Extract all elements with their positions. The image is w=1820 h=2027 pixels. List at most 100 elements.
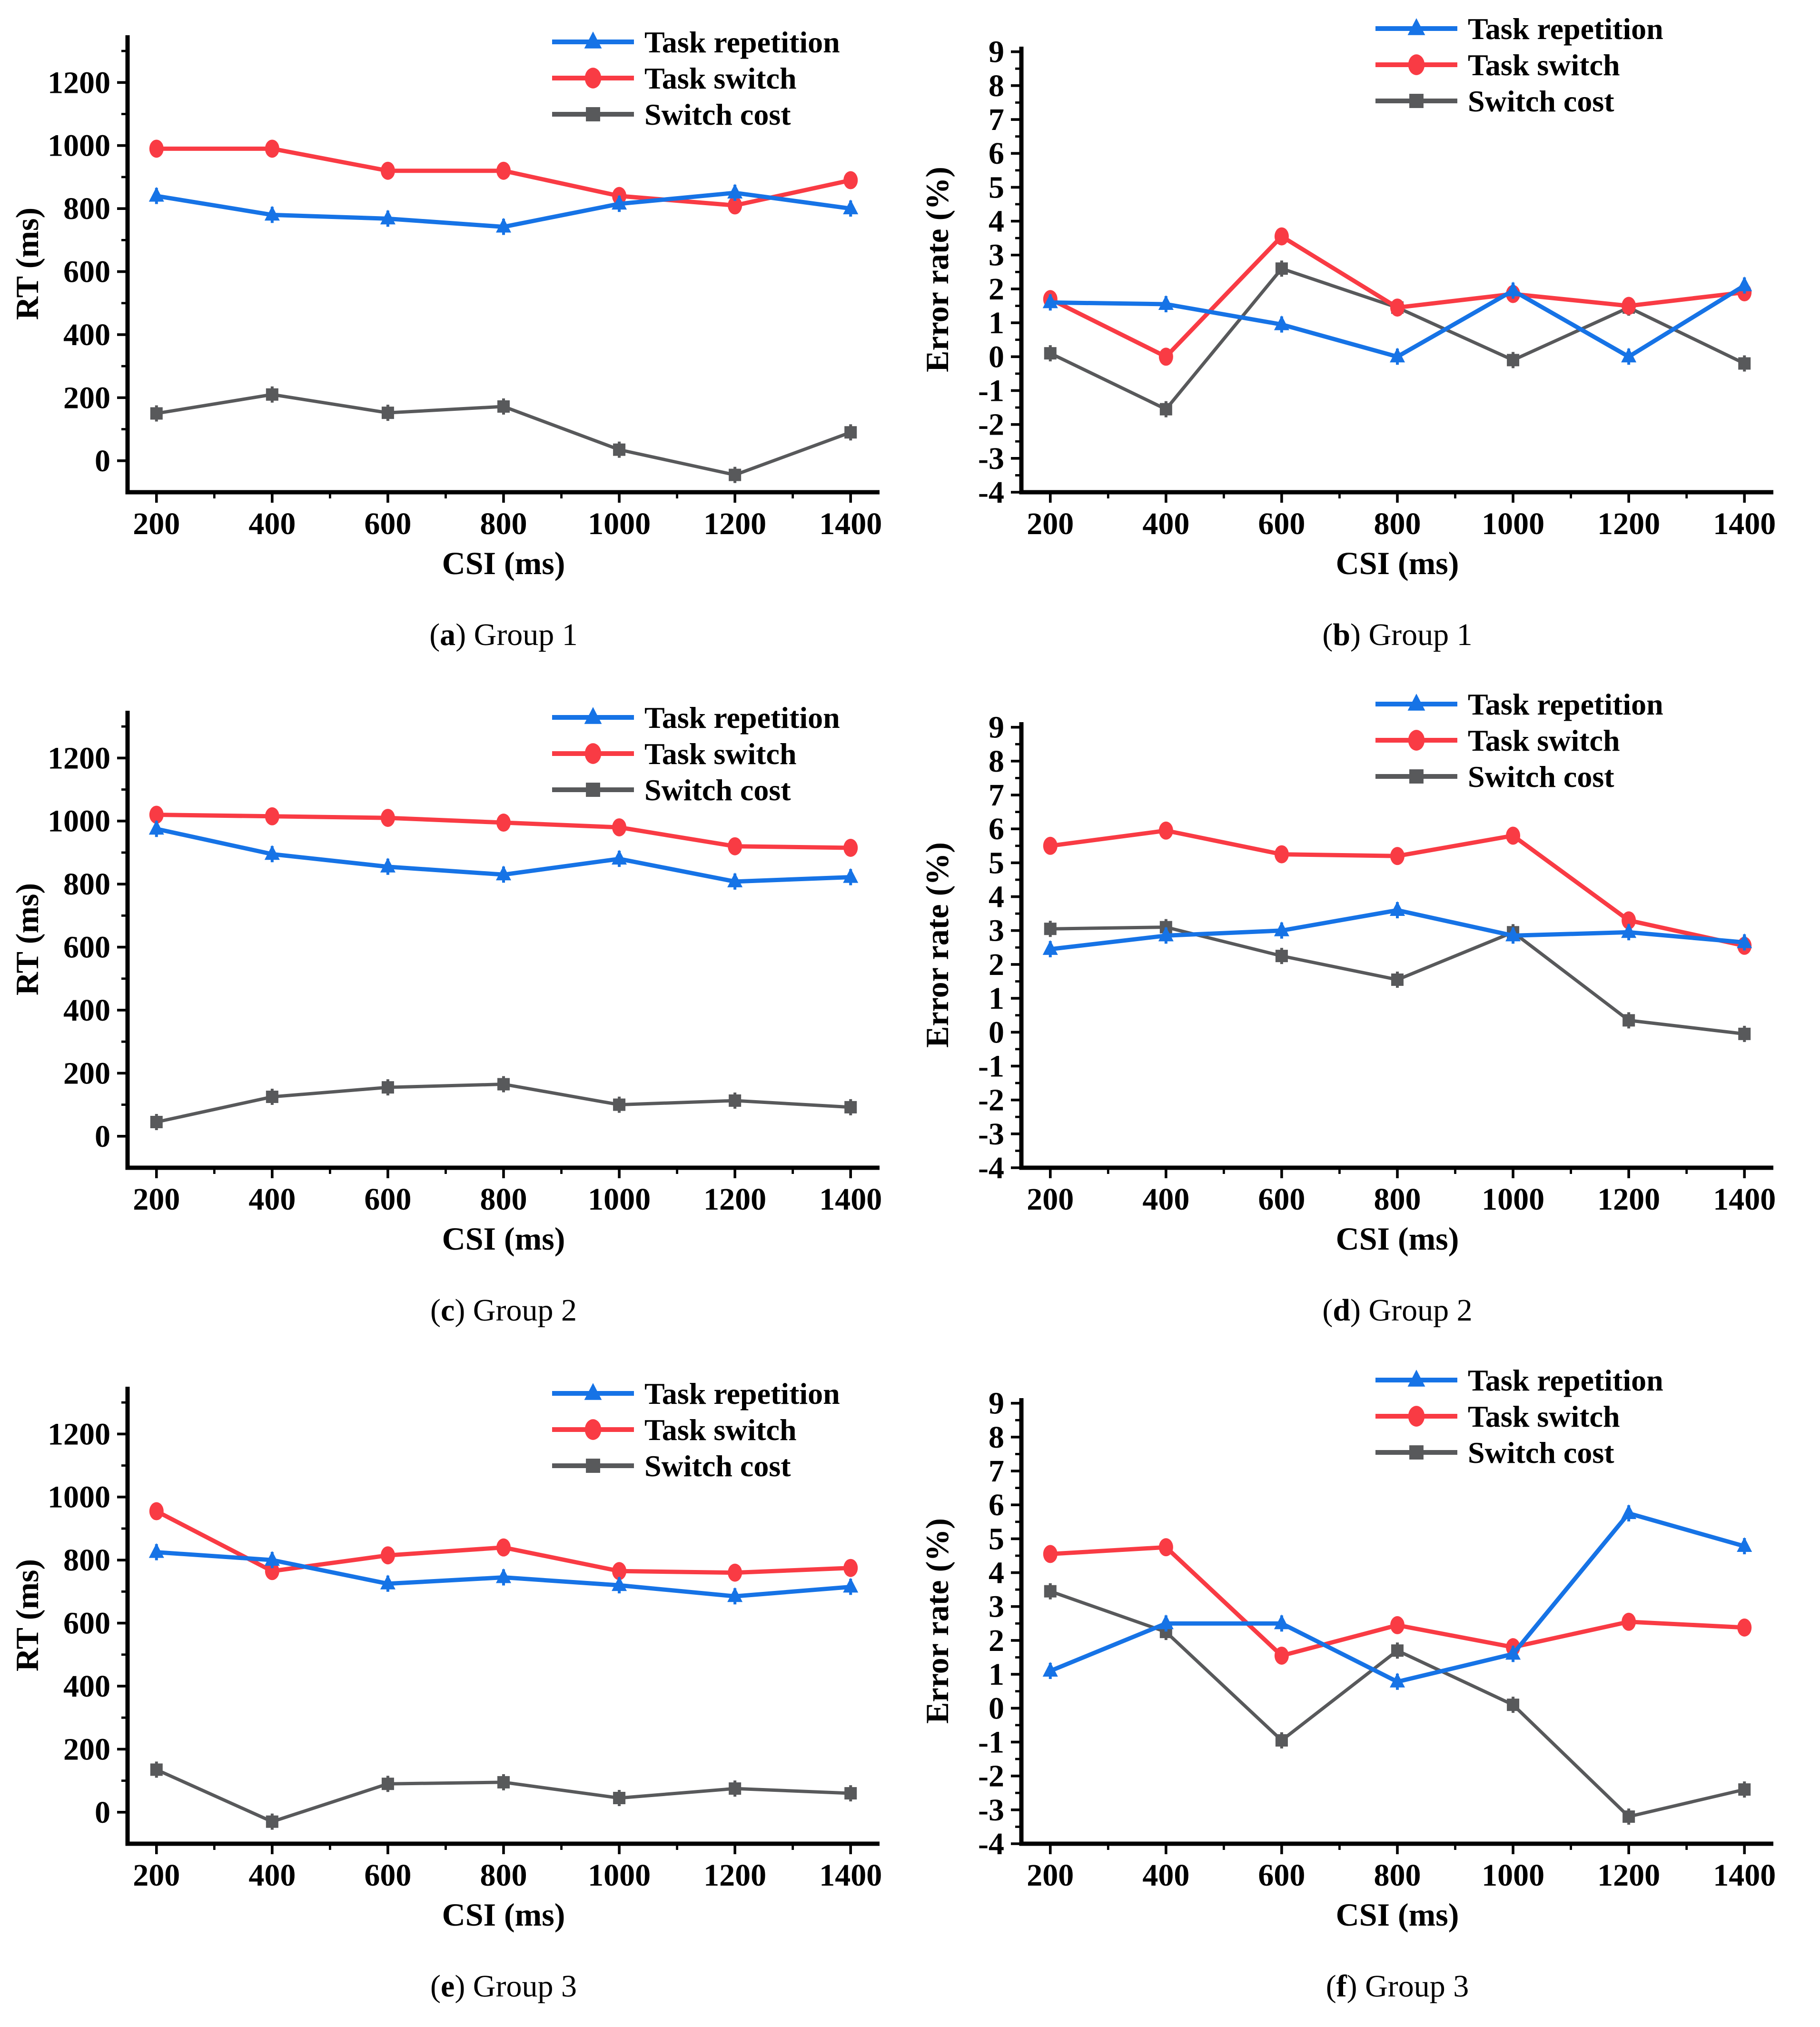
legend-item-task-repetition: Task repetition: [552, 25, 840, 59]
legend-label: Switch cost: [1468, 1436, 1614, 1470]
axis-spines: [125, 1386, 880, 1846]
square-marker: [729, 1094, 742, 1107]
x-axis: 200 400 600 800 1000 1200 1400: [1027, 1168, 1776, 1217]
triangle-marker: [264, 206, 280, 221]
triangle-marker: [612, 1576, 627, 1591]
triangle-marker: [1274, 922, 1289, 937]
circle-marker: [612, 1561, 627, 1580]
series-line: [1050, 1545, 1745, 1658]
series-task-switch: [1043, 822, 1752, 955]
triangle-marker: [1621, 923, 1637, 938]
y-tick-label: 800: [63, 191, 110, 226]
x-tick-label: 1200: [703, 507, 766, 541]
square-marker: [586, 783, 600, 797]
caption-open: (: [1322, 617, 1333, 652]
circle-marker: [496, 1538, 511, 1557]
square-marker: [1507, 1698, 1520, 1711]
circle-marker: [496, 814, 511, 832]
square-marker: [1275, 262, 1288, 275]
legend-label: Task repetition: [644, 1377, 840, 1411]
circle-marker: [843, 171, 858, 189]
chart-rt-group3: 0 200 400 600 800 1000 1200 200 400 600 800 1000 120…: [9, 1377, 882, 1933]
x-tick-label: 1000: [588, 1182, 651, 1217]
y-tick-label: 2: [989, 272, 1004, 307]
x-tick-label: 1000: [1482, 1858, 1544, 1893]
triangle-marker: [1505, 281, 1521, 297]
y-tick-label: 8: [989, 1420, 1004, 1455]
series-switch-cost: [150, 1761, 857, 1830]
y-tick-label: -2: [978, 1083, 1004, 1118]
x-axis: 200 400 600 800 1000 1200 1400: [1027, 492, 1776, 541]
square-marker: [497, 1078, 510, 1091]
y-axis-title: RT (ms): [9, 208, 45, 320]
y-tick-label: 1000: [48, 1480, 110, 1514]
circle-marker: [149, 139, 164, 158]
circle-marker: [149, 1502, 164, 1520]
circle-marker: [584, 68, 602, 89]
caption-d: (d) Group 2: [910, 1292, 1820, 1329]
triangle-marker: [1737, 276, 1752, 291]
x-tick-label: 1000: [588, 1858, 651, 1893]
legend-item-task-switch: Task switch: [552, 737, 797, 771]
square-marker: [844, 1787, 857, 1799]
axis-spines: [125, 35, 880, 495]
triangle-marker: [1390, 1672, 1405, 1688]
square-marker: [1738, 357, 1751, 370]
y-tick-label: 1200: [48, 65, 110, 100]
legend-label: Switch cost: [644, 98, 791, 131]
circle-marker: [1274, 845, 1289, 864]
x-tick-label: 800: [480, 1858, 527, 1893]
square-marker: [266, 1815, 278, 1828]
x-axis-title: CSI (ms): [442, 1897, 565, 1933]
y-tick-label: -3: [978, 1117, 1004, 1152]
x-tick-label: 800: [1374, 1182, 1421, 1217]
legend-item-task-repetition: Task repetition: [552, 701, 840, 735]
y-tick-label: 7: [989, 778, 1004, 813]
legend-label: Task repetition: [644, 701, 840, 735]
caption-open: (: [430, 1293, 441, 1328]
y-tick-label: 0: [95, 1795, 110, 1829]
x-tick-label: 800: [480, 1182, 527, 1217]
x-tick-label: 600: [1258, 507, 1305, 541]
x-tick-label: 800: [1374, 1858, 1421, 1893]
triangle-marker: [727, 1587, 743, 1602]
square-marker: [1275, 950, 1288, 963]
y-tick-label: -2: [978, 407, 1004, 442]
circle-marker: [584, 1419, 602, 1440]
square-marker: [1044, 1585, 1057, 1598]
circle-marker: [1043, 837, 1058, 855]
triangle-marker: [380, 1574, 396, 1590]
y-axis-title: Error rate (%): [919, 1518, 955, 1724]
circle-marker: [1408, 1405, 1425, 1427]
circle-marker: [728, 837, 742, 856]
square-marker: [497, 1776, 510, 1789]
y-tick-label: -1: [978, 1049, 1004, 1084]
caption-text: Group 2: [465, 1293, 577, 1328]
y-tick-label: 6: [989, 1488, 1004, 1522]
circle-marker: [1408, 54, 1425, 75]
y-tick-label: 800: [63, 1543, 110, 1578]
square-marker: [613, 1098, 626, 1111]
legend-item-task-repetition: Task repetition: [1375, 1363, 1663, 1397]
y-tick-label: 7: [989, 1454, 1004, 1489]
y-tick-label: 7: [989, 102, 1004, 137]
x-tick-label: 200: [1027, 1858, 1074, 1893]
square-marker: [613, 443, 626, 456]
triangle-marker: [1390, 348, 1405, 363]
y-axis-title: RT (ms): [9, 883, 45, 995]
circle-marker: [1622, 297, 1636, 315]
y-tick-label: 5: [989, 1521, 1004, 1556]
y-tick-label: 6: [989, 812, 1004, 847]
caption-letter: a: [440, 617, 456, 652]
axis-spines: [1019, 47, 1773, 495]
legend-label: Switch cost: [644, 773, 791, 807]
series-line: [1050, 283, 1746, 359]
y-tick-label: -3: [978, 441, 1004, 476]
triangle-marker: [1621, 348, 1637, 363]
